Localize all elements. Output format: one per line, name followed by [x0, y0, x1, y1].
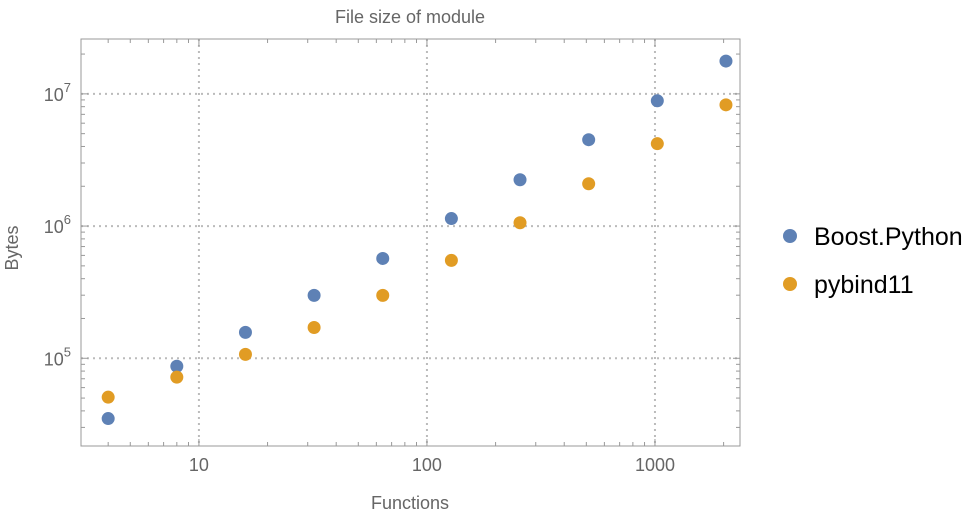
x-axis-label: Functions — [371, 493, 449, 513]
data-point-pybind11 — [650, 137, 664, 151]
legend-marker — [783, 277, 797, 291]
legend-label: Boost.Python — [814, 223, 963, 251]
data-point-pybind11 — [719, 98, 733, 112]
data-point-boost-python — [307, 288, 321, 302]
data-point-boost-python — [719, 54, 733, 68]
data-point-boost-python — [170, 359, 184, 373]
x-tick-label: 10 — [189, 455, 209, 475]
data-point-boost-python — [513, 173, 527, 187]
x-tick-label: 1000 — [635, 455, 675, 475]
data-point-boost-python — [238, 325, 252, 339]
plot-frame — [80, 38, 741, 447]
data-point-pybind11 — [170, 370, 184, 384]
data-point-pybind11 — [513, 216, 527, 230]
data-point-boost-python — [444, 212, 458, 226]
data-point-boost-python — [582, 133, 596, 147]
data-point-pybind11 — [582, 177, 596, 191]
chart-title: File size of module — [335, 7, 485, 27]
y-tick-label: 106 — [44, 212, 71, 237]
data-point-pybind11 — [238, 347, 252, 361]
data-point-boost-python — [101, 412, 115, 426]
legend-label: pybind11 — [814, 271, 914, 299]
data-point-pybind11 — [376, 288, 390, 302]
data-point-pybind11 — [444, 253, 458, 267]
y-axis-label: Bytes — [2, 225, 22, 270]
x-tick-label: 100 — [412, 455, 442, 475]
data-point-pybind11 — [307, 320, 321, 334]
y-tick-label: 107 — [44, 80, 71, 105]
y-tick-label: 105 — [44, 344, 71, 369]
legend-marker — [783, 229, 797, 243]
data-point-pybind11 — [101, 390, 115, 404]
data-point-boost-python — [650, 94, 664, 108]
data-point-boost-python — [376, 251, 390, 265]
